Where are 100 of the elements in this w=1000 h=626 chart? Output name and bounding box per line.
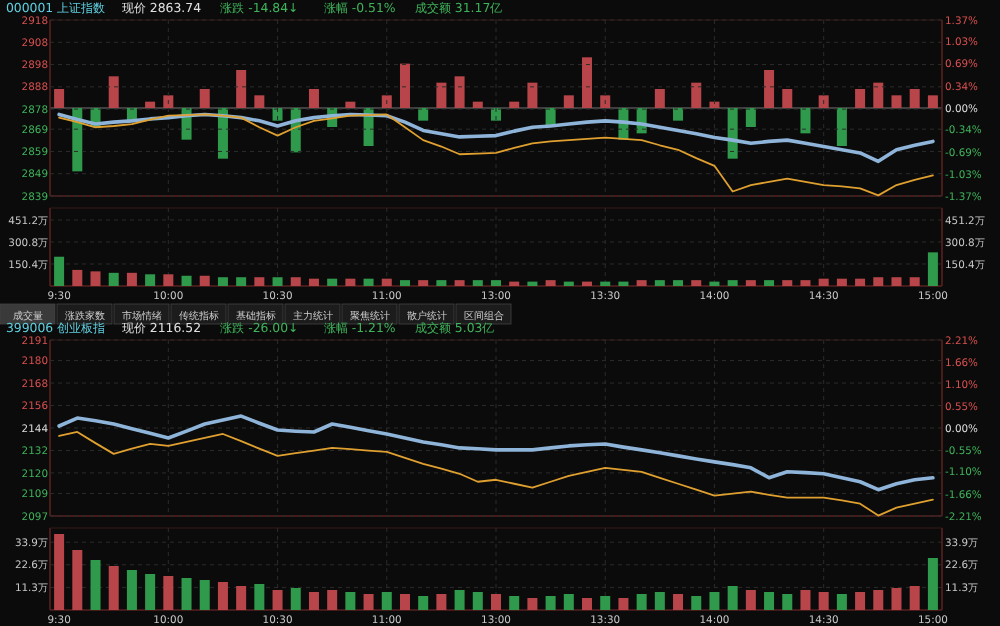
bar: [490, 280, 502, 286]
bar: [108, 566, 119, 610]
bar: [272, 277, 283, 286]
bar: [764, 69, 775, 108]
bar: [745, 590, 756, 610]
bar: [126, 570, 137, 610]
bar: [272, 590, 283, 610]
bar: [254, 584, 265, 610]
bar: [745, 108, 756, 128]
bar: [381, 592, 392, 610]
bar: [563, 95, 574, 108]
bar: [818, 95, 829, 108]
bar: [418, 280, 429, 286]
bar: [436, 280, 447, 286]
bar: [527, 598, 538, 610]
bar: [490, 594, 502, 610]
bar: [727, 586, 738, 610]
bar: [764, 592, 775, 610]
bar: [618, 598, 629, 610]
line-series: [58, 431, 934, 517]
bar: [836, 278, 847, 286]
bar: [654, 280, 665, 286]
bar: [855, 278, 866, 286]
bar: [600, 95, 611, 108]
bar: [126, 272, 137, 286]
bar: [436, 82, 447, 108]
bar: [927, 252, 938, 286]
bar: [545, 280, 556, 286]
bar: [582, 598, 593, 610]
bar: [855, 592, 866, 610]
bar: [345, 592, 356, 610]
bar: [290, 277, 301, 286]
bar: [454, 76, 465, 108]
bar: [600, 596, 611, 610]
bar: [181, 275, 192, 286]
bar: [381, 278, 392, 286]
bar: [582, 57, 593, 108]
bar: [254, 277, 265, 286]
bar: [472, 280, 483, 286]
bar: [873, 82, 884, 108]
bar: [199, 275, 210, 286]
bar: [327, 590, 338, 610]
bar: [745, 280, 756, 286]
bar: [891, 588, 902, 610]
bar: [72, 269, 83, 286]
bar: [800, 108, 811, 134]
bar: [363, 594, 374, 610]
bar: [54, 88, 65, 108]
bar: [308, 88, 319, 108]
bar: [709, 592, 720, 610]
bar: [873, 590, 884, 610]
bar: [217, 582, 228, 610]
bar: [818, 592, 829, 610]
bar: [236, 277, 247, 286]
bar: [181, 578, 192, 610]
bar: [217, 277, 228, 286]
bar: [54, 256, 65, 286]
bar: [782, 280, 793, 286]
bar: [800, 280, 811, 286]
bar: [90, 560, 101, 610]
bar: [454, 280, 465, 286]
bar: [381, 95, 392, 108]
bar: [163, 95, 174, 108]
bar: [254, 95, 265, 108]
bar: [327, 278, 338, 286]
bar: [636, 594, 647, 610]
bar: [764, 280, 775, 286]
bar: [199, 88, 210, 108]
bar: [145, 274, 156, 286]
bar: [927, 558, 938, 610]
bar: [272, 108, 283, 121]
bar: [290, 588, 301, 610]
bar: [436, 594, 447, 610]
bar: [472, 592, 483, 610]
bar: [673, 594, 684, 610]
bar: [709, 101, 720, 108]
bar: [199, 580, 210, 610]
bar: [399, 63, 410, 108]
bar: [454, 590, 465, 610]
bar: [782, 88, 793, 108]
bar: [418, 596, 429, 610]
bar: [563, 594, 574, 610]
bar: [545, 596, 556, 610]
bar: [855, 88, 866, 108]
bar: [782, 594, 793, 610]
bar: [145, 574, 156, 610]
bar: [236, 69, 247, 108]
bar: [54, 534, 65, 610]
bar: [727, 108, 738, 159]
bar: [727, 280, 738, 286]
bar: [673, 280, 684, 286]
bar: [654, 88, 665, 108]
bar: [163, 576, 174, 610]
bar: [72, 550, 83, 610]
bar: [108, 272, 119, 286]
bar: [891, 95, 902, 108]
bar: [800, 590, 811, 610]
bar: [836, 108, 847, 147]
bar: [836, 594, 847, 610]
bar: [345, 101, 356, 108]
